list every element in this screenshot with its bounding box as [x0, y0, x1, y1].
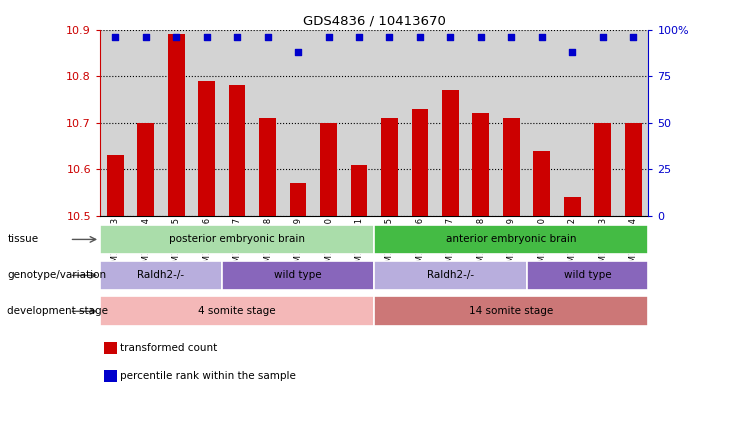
Bar: [100, 297, 374, 326]
Bar: [107, 155, 124, 216]
Point: [353, 34, 365, 41]
Point: [231, 34, 243, 41]
Bar: [350, 165, 368, 216]
Text: 4 somite stage: 4 somite stage: [199, 306, 276, 316]
Bar: [374, 225, 648, 254]
Text: percentile rank within the sample: percentile rank within the sample: [120, 371, 296, 381]
Bar: [381, 118, 398, 216]
Point: [445, 34, 456, 41]
Point: [597, 34, 608, 41]
Text: development stage: development stage: [7, 306, 108, 316]
Bar: [100, 225, 374, 254]
Bar: [167, 34, 185, 216]
Bar: [222, 261, 374, 290]
Point: [627, 34, 639, 41]
Text: posterior embryonic brain: posterior embryonic brain: [169, 234, 305, 244]
Point: [262, 34, 273, 41]
Title: GDS4836 / 10413670: GDS4836 / 10413670: [303, 14, 445, 27]
Point: [536, 34, 548, 41]
Bar: [100, 261, 222, 290]
Point: [292, 49, 304, 55]
Point: [110, 34, 122, 41]
Bar: [527, 261, 648, 290]
Bar: [625, 123, 642, 216]
Bar: [259, 118, 276, 216]
Text: Raldh2-/-: Raldh2-/-: [137, 270, 185, 280]
Point: [475, 34, 487, 41]
Text: 14 somite stage: 14 somite stage: [469, 306, 554, 316]
Text: genotype/variation: genotype/variation: [7, 270, 107, 280]
Point: [414, 34, 426, 41]
Point: [201, 34, 213, 41]
Bar: [442, 90, 459, 216]
Bar: [374, 297, 648, 326]
Bar: [534, 151, 550, 216]
Point: [322, 34, 334, 41]
Point: [384, 34, 396, 41]
Bar: [503, 118, 519, 216]
Text: Raldh2-/-: Raldh2-/-: [427, 270, 474, 280]
Bar: [374, 261, 527, 290]
Bar: [137, 123, 154, 216]
Bar: [594, 123, 611, 216]
Bar: [320, 123, 337, 216]
Text: anterior embryonic brain: anterior embryonic brain: [446, 234, 576, 244]
Bar: [229, 85, 245, 216]
Bar: [199, 81, 215, 216]
Point: [505, 34, 517, 41]
Text: transformed count: transformed count: [120, 343, 217, 353]
Point: [140, 34, 152, 41]
Bar: [473, 113, 489, 216]
Text: tissue: tissue: [7, 234, 39, 244]
Bar: [564, 197, 581, 216]
Point: [170, 34, 182, 41]
Point: [566, 49, 578, 55]
Text: wild type: wild type: [274, 270, 322, 280]
Bar: [411, 109, 428, 216]
Text: wild type: wild type: [564, 270, 611, 280]
Bar: [290, 183, 307, 216]
